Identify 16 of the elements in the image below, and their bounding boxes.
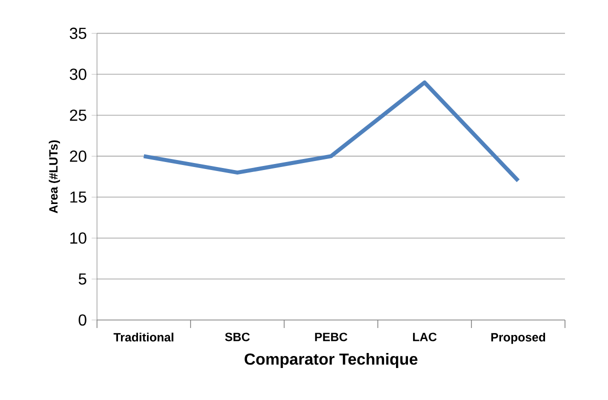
y-axis-title: Area (#LUTs) [48, 140, 60, 214]
x-axis-title: Comparator Technique [244, 353, 418, 368]
x-tick-label: PEBC [315, 332, 348, 342]
y-tick-label: 25 [70, 110, 86, 121]
y-tick-label: 0 [78, 314, 86, 326]
y-tick-label: 15 [70, 192, 86, 203]
y-tick-label: 35 [70, 28, 86, 39]
x-tick-label: SBC [225, 332, 250, 342]
x-tick-label: Proposed [491, 332, 546, 344]
y-tick-label: 30 [70, 68, 86, 80]
x-tick-label: Traditional [114, 332, 174, 342]
y-tick-label: 10 [70, 232, 86, 244]
x-tick-label: LAC [413, 332, 437, 342]
y-tick-label: 20 [70, 150, 86, 162]
line-series [142, 80, 520, 183]
y-tick-label: 5 [78, 273, 86, 285]
